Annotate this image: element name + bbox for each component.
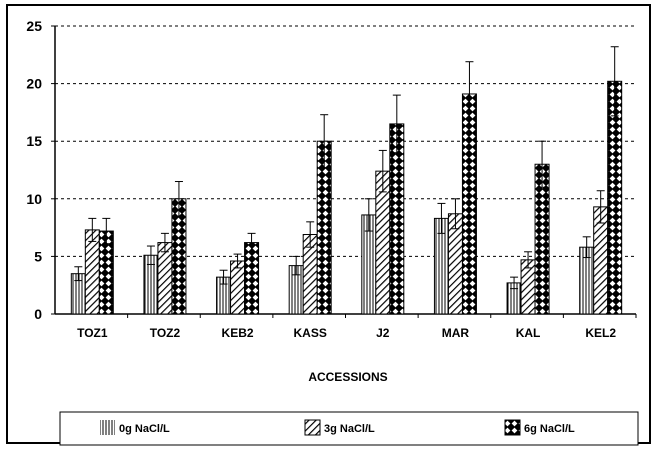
- y-tick-label: 15: [26, 133, 42, 149]
- x-tick-label: KEB2: [222, 326, 254, 340]
- legend-label: 6g NaCl/L: [524, 423, 575, 435]
- x-tick-label: KASS: [294, 326, 327, 340]
- legend: 0g NaCl/L 3g NaCl/L 6g NaCl/L: [59, 411, 639, 446]
- x-tick-label: KAL: [516, 326, 541, 340]
- x-tick-label: TOZ2: [150, 326, 181, 340]
- legend-swatch-series-2: [304, 419, 321, 436]
- x-tick-label: J2: [376, 326, 390, 340]
- bar-toz2-series-2: [157, 242, 173, 315]
- y-tick-label: 0: [34, 306, 42, 322]
- y-tick-label: 10: [26, 191, 42, 207]
- error-bars: [74, 46, 619, 290]
- bar-toz1-series-2: [84, 229, 100, 315]
- x-axis-title: ACCESSIONS: [308, 370, 387, 384]
- bar-keb2-series-3: [244, 242, 260, 315]
- x-tick-label: KEL2: [585, 326, 616, 340]
- legend-label: 3g NaCl/L: [324, 423, 375, 435]
- y-tick-label: 5: [34, 248, 42, 264]
- axis-labels: ACCESSIONS 0 5 10 15 20 25 TOZ1 TOZ2 KEB2 KASS J2 M…: [26, 18, 616, 384]
- bar-mar-series-3: [461, 93, 477, 315]
- bar-keb2-series-2: [230, 260, 246, 315]
- legend-swatch-series-1: [100, 420, 115, 435]
- legend-swatch-series-3: [504, 419, 521, 436]
- bars: [70, 80, 623, 315]
- bar-j2-series-2: [375, 170, 391, 315]
- x-tick-label: MAR: [442, 326, 470, 340]
- y-tick-label: 20: [26, 76, 42, 92]
- y-tick-label: 25: [26, 18, 42, 34]
- legend-box: [59, 411, 639, 446]
- x-tick-label: TOZ1: [77, 326, 108, 340]
- legend-label: 0g NaCl/L: [119, 423, 170, 435]
